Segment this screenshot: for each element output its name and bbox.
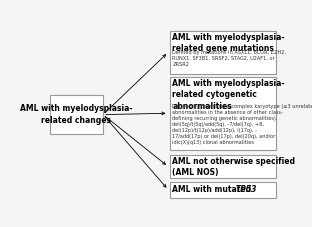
Text: AML with myelodysplasia-
related cytogenetic
abnormalities: AML with myelodysplasia- related cytogen…	[173, 79, 285, 111]
Bar	[50, 95, 103, 134]
Text: AML with myelodysplasia-
related gene mutations: AML with myelodysplasia- related gene mu…	[173, 33, 285, 53]
Text: AML with mutated: AML with mutated	[173, 185, 254, 194]
Bar	[170, 31, 276, 74]
Text: TP53: TP53	[236, 185, 257, 194]
Bar	[170, 182, 276, 198]
Text: Defined by mutations in ASXL1, BCOR, EZH2,
RUNX1, SF3B1, SRSF2, STAG2, U2AF1, or: Defined by mutations in ASXL1, BCOR, EZH…	[173, 50, 286, 67]
Text: Defined by detecting a complex karyotype (≥3 unrelated clonal chromosomal
abnorm: Defined by detecting a complex karyotype…	[173, 104, 312, 145]
Text: AML with myelodysplasia-
related changes: AML with myelodysplasia- related changes	[20, 104, 133, 125]
Bar	[170, 77, 276, 150]
Bar	[170, 155, 276, 178]
Text: AML not otherwise specified
(AML NOS): AML not otherwise specified (AML NOS)	[173, 157, 295, 177]
